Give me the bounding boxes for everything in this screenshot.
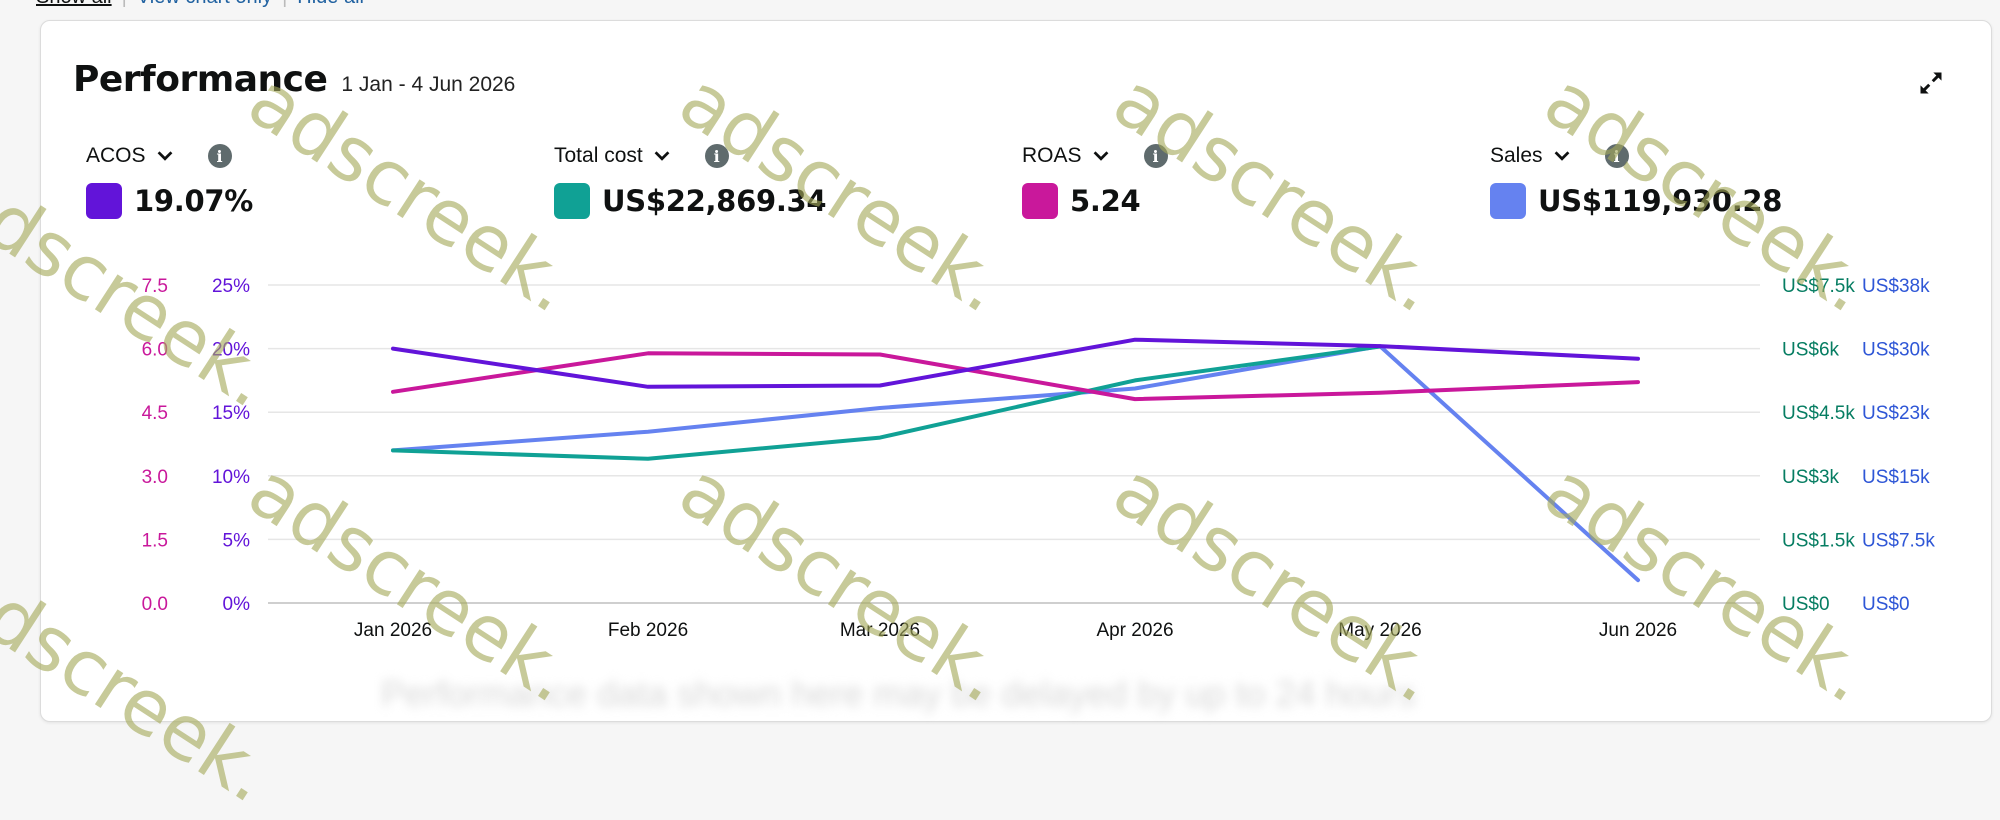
metric-value: 5.24 <box>1070 184 1141 218</box>
axis-tick-label-cost: US$0 <box>1782 594 1830 615</box>
metric-value: US$22,869.34 <box>602 184 827 218</box>
hide-all-link[interactable]: Hide all <box>297 0 364 8</box>
date-range: 1 Jan - 4 Jun 2026 <box>341 73 516 96</box>
axis-tick-label-acos: 5% <box>223 530 251 551</box>
axis-tick-label-cost: US$6k <box>1782 340 1840 361</box>
axis-tick-label-cost: US$4.5k <box>1782 403 1855 424</box>
performance-title: Performance <box>73 59 328 100</box>
x-tick-label: Apr 2026 <box>1096 620 1173 641</box>
axis-tick-label-acos: 10% <box>212 467 250 488</box>
expand-icon[interactable] <box>1917 69 1945 97</box>
axis-tick-label-sales: US$15k <box>1862 467 1930 488</box>
metric-value: 19.07% <box>134 184 253 218</box>
show-all-link[interactable]: Show all <box>36 0 112 8</box>
x-tick-label: Mar 2026 <box>840 620 920 641</box>
series-swatch[interactable] <box>86 183 122 219</box>
metric-roas: ROAS i 5.24 <box>1022 139 1422 219</box>
performance-card: Performance 1 Jan - 4 Jun 2026 ACOS i 19… <box>40 20 1992 722</box>
separator: | <box>122 0 127 8</box>
metric-acos: ACOS i 19.07% <box>86 139 486 219</box>
axis-tick-label-roas: 1.5 <box>142 530 168 551</box>
separator: | <box>282 0 287 8</box>
info-icon[interactable]: i <box>207 144 232 168</box>
top-links: Show all | View chart only | Hide all <box>36 0 364 9</box>
axis-tick-label-roas: 0.0 <box>142 594 168 615</box>
axis-tick-label-cost: US$1.5k <box>1782 530 1855 551</box>
info-icon[interactable]: i <box>1143 144 1168 168</box>
x-tick-label: Jan 2026 <box>354 620 432 641</box>
metric-name[interactable]: Total cost <box>554 144 643 167</box>
performance-chart: 7.5 6.0 4.5 3.0 1.5 0.0 25% 20% 15% 10% 5% 0% US$7.5… <box>142 276 1936 641</box>
x-tick-label: Feb 2026 <box>608 620 688 641</box>
metric-name[interactable]: ROAS <box>1022 144 1082 167</box>
axis-tick-label-sales: US$38k <box>1862 276 1930 297</box>
series-swatch[interactable] <box>1490 183 1526 219</box>
metric-total-cost: Total cost i US$22,869.34 <box>554 139 954 219</box>
chevron-down-icon[interactable] <box>1551 145 1573 167</box>
axis-tick-label-sales: US$30k <box>1862 340 1930 361</box>
axis-tick-label-cost: US$3k <box>1782 467 1840 488</box>
x-tick-label: May 2026 <box>1338 620 1421 641</box>
axis-tick-label-roas: 6.0 <box>142 340 168 361</box>
metric-sales: Sales i US$119,930.28 <box>1490 139 1890 219</box>
axis-tick-label-roas: 4.5 <box>142 403 168 424</box>
series-line-acos <box>391 337 1640 389</box>
axis-tick-label-sales: US$23k <box>1862 403 1930 424</box>
chevron-down-icon[interactable] <box>154 145 176 167</box>
series-line-roas <box>391 351 1640 402</box>
axis-tick-label-roas: 3.0 <box>142 467 168 488</box>
axis-tick-label-acos: 20% <box>212 340 250 361</box>
axis-tick-label-sales: US$7.5k <box>1862 530 1935 551</box>
performance-header: Performance 1 Jan - 4 Jun 2026 <box>73 59 515 100</box>
axis-tick-label-roas: 7.5 <box>142 276 168 297</box>
footer-note: Performance data shown here may be delay… <box>381 673 1416 714</box>
axis-tick-label-cost: US$7.5k <box>1782 276 1855 297</box>
chevron-down-icon[interactable] <box>651 145 673 167</box>
series-line-total-cost <box>391 344 1382 461</box>
axis-tick-label-acos: 25% <box>212 276 250 297</box>
info-icon[interactable]: i <box>1604 144 1629 168</box>
metric-value: US$119,930.28 <box>1538 184 1783 218</box>
series-swatch[interactable] <box>554 183 590 219</box>
axis-tick-label-acos: 15% <box>212 403 250 424</box>
chevron-down-icon[interactable] <box>1090 145 1112 167</box>
x-tick-label: Jun 2026 <box>1599 620 1677 641</box>
axis-tick-label-sales: US$0 <box>1862 594 1910 615</box>
info-icon[interactable]: i <box>704 144 729 168</box>
series-swatch[interactable] <box>1022 183 1058 219</box>
view-chart-only-link[interactable]: View chart only <box>137 0 272 8</box>
axis-tick-label-acos: 0% <box>223 594 251 615</box>
series-line-sales <box>391 344 1640 583</box>
metric-name[interactable]: Sales <box>1490 144 1543 167</box>
metric-name[interactable]: ACOS <box>86 144 146 167</box>
